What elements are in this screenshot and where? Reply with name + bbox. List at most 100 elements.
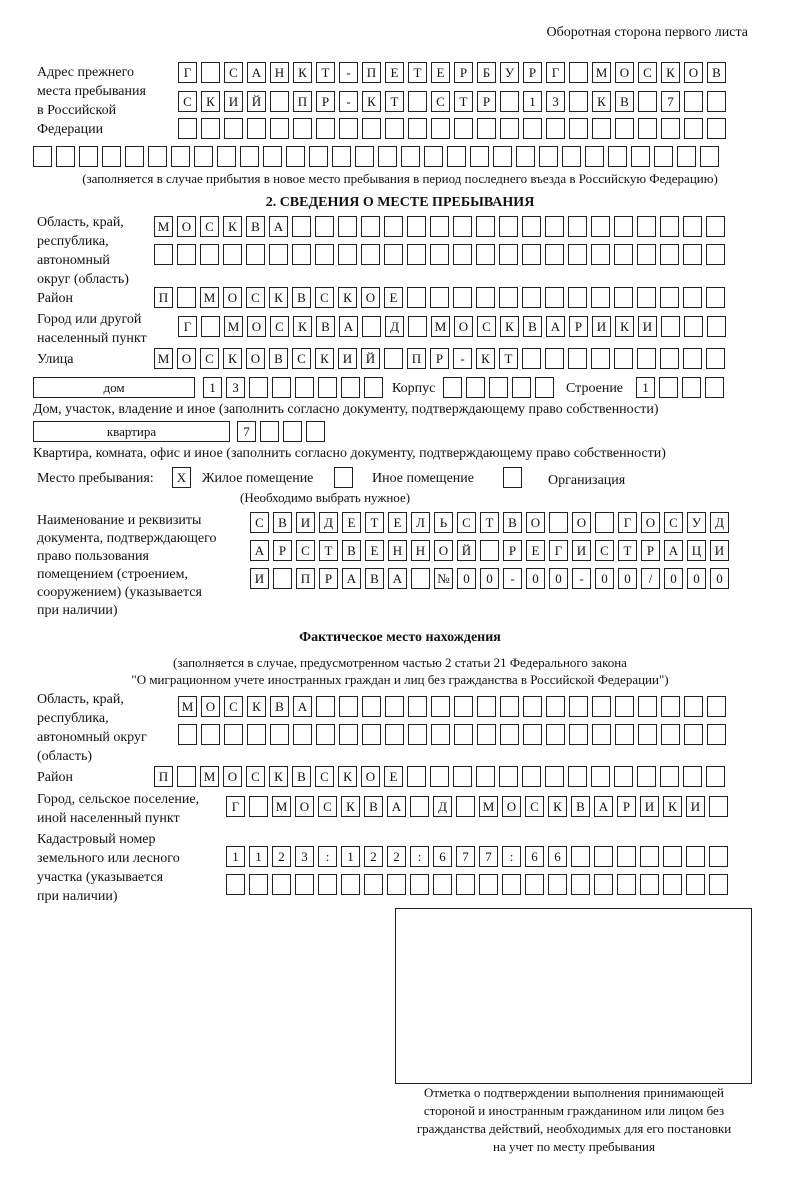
char-cell[interactable] [493, 146, 512, 167]
char-cell[interactable] [246, 244, 265, 265]
char-cell[interactable]: - [339, 62, 358, 83]
char-cell[interactable]: Е [384, 287, 403, 308]
char-cell[interactable] [637, 287, 656, 308]
char-cell[interactable]: В [292, 766, 311, 787]
char-cell[interactable]: П [407, 348, 426, 369]
char-cell[interactable] [661, 724, 680, 745]
prev-address-row-4[interactable] [33, 146, 719, 168]
char-cell[interactable]: И [338, 348, 357, 369]
char-cell[interactable] [476, 244, 495, 265]
char-cell[interactable]: В [292, 287, 311, 308]
char-cell[interactable] [707, 316, 726, 337]
region-row-2[interactable] [154, 244, 725, 266]
char-cell[interactable]: С [315, 287, 334, 308]
char-cell[interactable] [177, 287, 196, 308]
char-cell[interactable]: К [293, 62, 312, 83]
char-cell[interactable] [430, 287, 449, 308]
char-cell[interactable]: О [223, 766, 242, 787]
char-cell[interactable] [447, 146, 466, 167]
char-cell[interactable] [424, 146, 443, 167]
char-cell[interactable]: Р [617, 796, 636, 817]
char-cell[interactable]: М [154, 216, 173, 237]
char-cell[interactable]: С [318, 796, 337, 817]
char-cell[interactable] [614, 766, 633, 787]
char-cell[interactable]: К [269, 287, 288, 308]
char-cell[interactable] [454, 724, 473, 745]
char-cell[interactable]: К [223, 216, 242, 237]
char-cell[interactable]: : [318, 846, 337, 867]
char-cell[interactable]: И [592, 316, 611, 337]
char-cell[interactable] [316, 118, 335, 139]
char-cell[interactable] [546, 724, 565, 745]
char-cell[interactable] [512, 377, 531, 398]
char-cell[interactable]: В [270, 696, 289, 717]
char-cell[interactable]: Ь [434, 512, 453, 533]
char-cell[interactable] [709, 846, 728, 867]
char-cell[interactable] [571, 874, 590, 895]
char-cell[interactable] [568, 348, 587, 369]
char-cell[interactable]: 6 [433, 846, 452, 867]
char-cell[interactable]: Й [247, 91, 266, 112]
char-cell[interactable] [592, 696, 611, 717]
char-cell[interactable]: К [661, 62, 680, 83]
char-cell[interactable] [663, 846, 682, 867]
stay-option-other-checkbox[interactable] [334, 467, 353, 488]
char-cell[interactable] [408, 91, 427, 112]
char-cell[interactable] [408, 118, 427, 139]
char-cell[interactable] [286, 146, 305, 167]
char-cell[interactable] [522, 216, 541, 237]
char-cell[interactable] [707, 91, 726, 112]
char-cell[interactable] [178, 118, 197, 139]
char-cell[interactable] [500, 91, 519, 112]
char-cell[interactable] [516, 146, 535, 167]
char-cell[interactable]: - [339, 91, 358, 112]
char-cell[interactable] [339, 118, 358, 139]
cadastre-row-2[interactable] [226, 874, 728, 896]
char-cell[interactable]: О [177, 216, 196, 237]
char-cell[interactable] [355, 146, 374, 167]
char-cell[interactable]: В [707, 62, 726, 83]
char-cell[interactable] [640, 846, 659, 867]
char-cell[interactable] [663, 874, 682, 895]
char-cell[interactable] [706, 244, 725, 265]
char-cell[interactable] [431, 724, 450, 745]
char-cell[interactable]: С [246, 287, 265, 308]
char-cell[interactable] [430, 216, 449, 237]
char-cell[interactable] [272, 874, 291, 895]
char-cell[interactable] [677, 146, 696, 167]
char-cell[interactable] [177, 766, 196, 787]
char-cell[interactable] [456, 796, 475, 817]
char-cell[interactable] [595, 512, 614, 533]
char-cell[interactable] [522, 244, 541, 265]
flat-type-field[interactable]: квартира [33, 421, 230, 442]
char-cell[interactable] [476, 287, 495, 308]
char-cell[interactable] [569, 696, 588, 717]
char-cell[interactable]: Д [710, 512, 729, 533]
char-cell[interactable]: Т [408, 62, 427, 83]
char-cell[interactable] [683, 348, 702, 369]
char-cell[interactable] [637, 766, 656, 787]
char-cell[interactable]: К [341, 796, 360, 817]
char-cell[interactable] [549, 512, 568, 533]
char-cell[interactable]: С [525, 796, 544, 817]
char-cell[interactable] [617, 846, 636, 867]
char-cell[interactable] [548, 874, 567, 895]
char-cell[interactable] [615, 724, 634, 745]
char-cell[interactable] [318, 377, 337, 398]
char-cell[interactable]: 3 [226, 377, 245, 398]
char-cell[interactable] [431, 118, 450, 139]
char-cell[interactable] [638, 724, 657, 745]
char-cell[interactable] [341, 377, 360, 398]
char-cell[interactable] [585, 146, 604, 167]
char-cell[interactable] [568, 766, 587, 787]
char-cell[interactable]: Г [618, 512, 637, 533]
char-cell[interactable] [270, 91, 289, 112]
char-cell[interactable] [33, 146, 52, 167]
char-cell[interactable]: 1 [636, 377, 655, 398]
char-cell[interactable] [631, 146, 650, 167]
char-cell[interactable] [318, 874, 337, 895]
char-cell[interactable]: Р [641, 540, 660, 561]
char-cell[interactable] [683, 244, 702, 265]
